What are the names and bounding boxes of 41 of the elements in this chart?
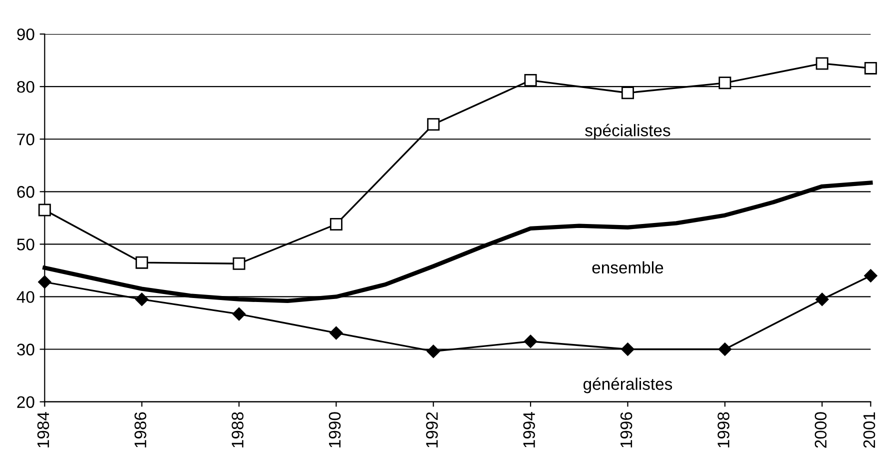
y-tick-label: 30 <box>17 344 34 356</box>
point <box>135 292 148 306</box>
point <box>816 57 828 70</box>
point <box>718 76 732 90</box>
y-tick-label: 70 <box>17 134 34 146</box>
y-tick-label: 60 <box>17 186 34 198</box>
point <box>621 86 634 100</box>
point <box>864 62 877 74</box>
point <box>38 204 51 216</box>
y-tick-label: 50 <box>17 238 34 250</box>
x-tick-label: 1992 <box>426 412 438 448</box>
x-tick-label: 1984 <box>37 412 50 448</box>
series-label: généralistes <box>583 378 672 394</box>
y-tick-label: 20 <box>17 396 34 408</box>
text: spécialistes <box>585 124 670 140</box>
x-tick-label: 1990 <box>328 412 341 448</box>
point <box>427 118 440 131</box>
x-tick-label: 2001 <box>863 412 876 448</box>
point <box>38 275 52 289</box>
point <box>232 257 246 270</box>
point <box>815 292 829 306</box>
point <box>330 326 343 340</box>
point <box>621 342 634 356</box>
y-tick-label: 90 <box>17 28 34 40</box>
x-tick-label: 1996 <box>620 412 632 448</box>
text: ensemble <box>592 261 664 274</box>
y-tick-label: 40 <box>16 291 34 303</box>
point <box>232 307 246 321</box>
point <box>524 74 537 87</box>
x-tick-label: 1998 <box>718 412 730 448</box>
x-tick-label: 1986 <box>134 412 146 448</box>
x-tick-label: 1988 <box>232 412 244 448</box>
x-tick-label: 2000 <box>814 412 827 448</box>
y-tick-label: 80 <box>17 80 34 93</box>
point <box>524 334 538 348</box>
point <box>330 218 342 230</box>
point <box>864 269 878 282</box>
point <box>718 342 732 356</box>
x-tick-label: 1994 <box>523 412 536 448</box>
point <box>426 344 440 358</box>
point <box>136 256 148 269</box>
